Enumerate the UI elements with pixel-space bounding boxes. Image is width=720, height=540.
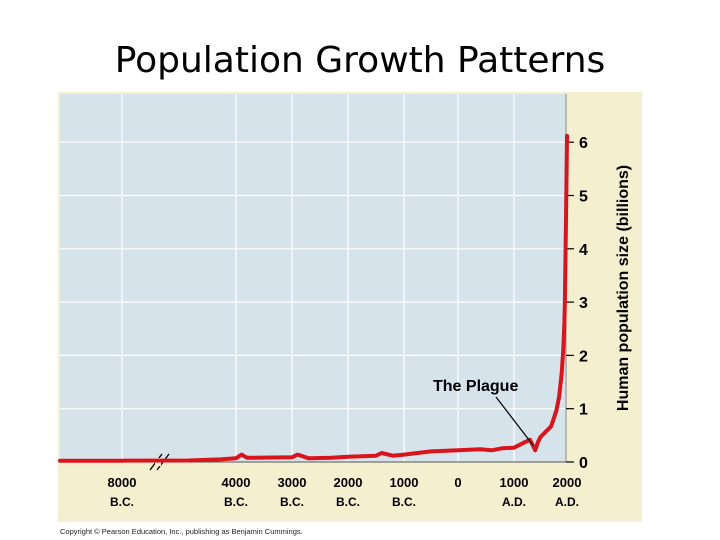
y-tick-label: 6 (579, 135, 588, 152)
x-tick-era-label: A.D. (502, 495, 526, 509)
x-axis-ticks: 8000 B.C. 4000 B.C. 3000 B.C. 2000 B.C. 1000 B.C.… (108, 475, 582, 509)
y-tick-label: 5 (579, 189, 588, 206)
x-tick-label: 2000 (334, 475, 363, 490)
y-axis-title: Human population size (billions) (615, 165, 632, 411)
x-tick-era-label: B.C. (110, 495, 134, 509)
x-tick-label: 3000 (278, 475, 307, 490)
x-tick-label: 8000 (108, 475, 137, 490)
x-tick-era-label: B.C. (336, 495, 360, 509)
plague-annotation-pointer (495, 396, 534, 446)
plague-annotation-label: The Plague (433, 378, 518, 395)
y-tick-label: 3 (579, 295, 588, 312)
plot-area (60, 94, 566, 462)
x-tick-era-label: B.C. (280, 495, 304, 509)
y-axis-ticks: 0 1 2 3 4 5 6 (566, 135, 588, 472)
x-tick-label: 1000 (390, 475, 419, 490)
chart-figure: 0 1 2 3 4 5 6 8000 B.C. 4000 B.C. 3000 B.C. 2000 B.C.… (58, 92, 642, 522)
x-tick-era-label: B.C. (224, 495, 248, 509)
x-tick-label: 0 (454, 475, 461, 490)
x-tick-label: 1000 (500, 475, 529, 490)
y-tick-label: 2 (579, 348, 588, 365)
y-tick-label: 4 (579, 242, 588, 259)
population-series-line (58, 133, 569, 463)
slide-title: Population Growth Patterns (114, 40, 606, 81)
y-tick-label: 0 (579, 455, 588, 472)
x-tick-era-label: A.D. (555, 495, 579, 509)
grid-lines (60, 94, 566, 462)
copyright-notice: Copyright © Pearson Education, Inc., pub… (60, 527, 303, 536)
population-chart: 0 1 2 3 4 5 6 8000 B.C. 4000 B.C. 3000 B.C. 2000 B.C.… (58, 94, 632, 509)
x-tick-label: 2000 (553, 475, 582, 490)
x-tick-era-label: B.C. (392, 495, 416, 509)
x-tick-label: 4000 (222, 475, 251, 490)
y-tick-label: 1 (579, 402, 588, 419)
